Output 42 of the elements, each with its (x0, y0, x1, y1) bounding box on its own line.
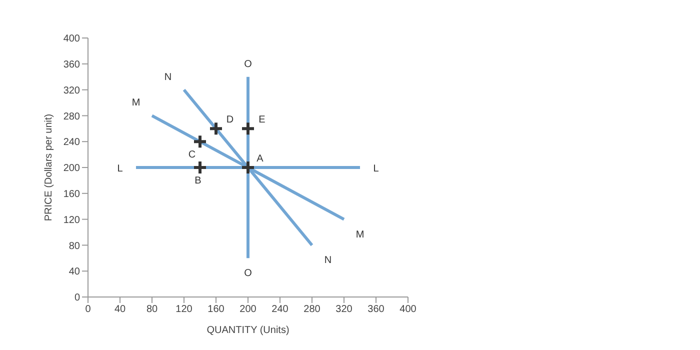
y-tick-label: 400 (63, 34, 80, 45)
series-label: N (164, 72, 172, 83)
y-tick-label: 40 (68, 266, 80, 278)
y-tick-label: 200 (63, 163, 80, 174)
text: L (373, 164, 379, 174)
x-tick-label: 120 (176, 304, 193, 316)
data-label: B (194, 176, 202, 186)
y-tick-label: 240 (63, 137, 80, 148)
x-axis-title: QUANTITY (Units) (206, 325, 290, 336)
point (208, 121, 224, 136)
data-label: D (226, 114, 234, 126)
data-label: A (256, 154, 264, 164)
series-label: O (244, 58, 252, 70)
data-label: E (258, 114, 266, 126)
x-tick-label: 80 (146, 304, 158, 316)
x-tick-label: 40 (114, 304, 126, 316)
y-axis-title: PRICE (Dollars per unit) (44, 114, 55, 222)
y-tick-label: 80 (68, 240, 80, 252)
x-tick-label: 160 (208, 304, 225, 316)
x-tick-label: 320 (336, 304, 353, 316)
x-tick-label: 200 (240, 304, 257, 316)
text: M (356, 229, 364, 240)
x-tick-label: 280 (304, 304, 321, 316)
series-label: M (132, 98, 140, 109)
y-tick-label: 320 (63, 85, 80, 96)
point (240, 160, 256, 175)
y-tick-label: 280 (63, 111, 80, 122)
text: N (324, 255, 332, 266)
point (192, 134, 208, 150)
x-tick-label: 360 (368, 304, 385, 316)
x-tick-label: 240 (272, 304, 289, 316)
y-tick-label: 160 (63, 188, 80, 200)
text: O (244, 268, 252, 280)
y-tick-label: 360 (63, 59, 80, 70)
series-label: L (117, 164, 124, 174)
data-label: C (188, 150, 196, 161)
y-tick-label: 0 (74, 292, 80, 304)
x-tick-label: 400 (400, 304, 417, 316)
x-tick-label: 0 (85, 304, 92, 316)
point (240, 121, 256, 136)
point (192, 160, 208, 175)
y-tick-label: 120 (63, 214, 80, 226)
